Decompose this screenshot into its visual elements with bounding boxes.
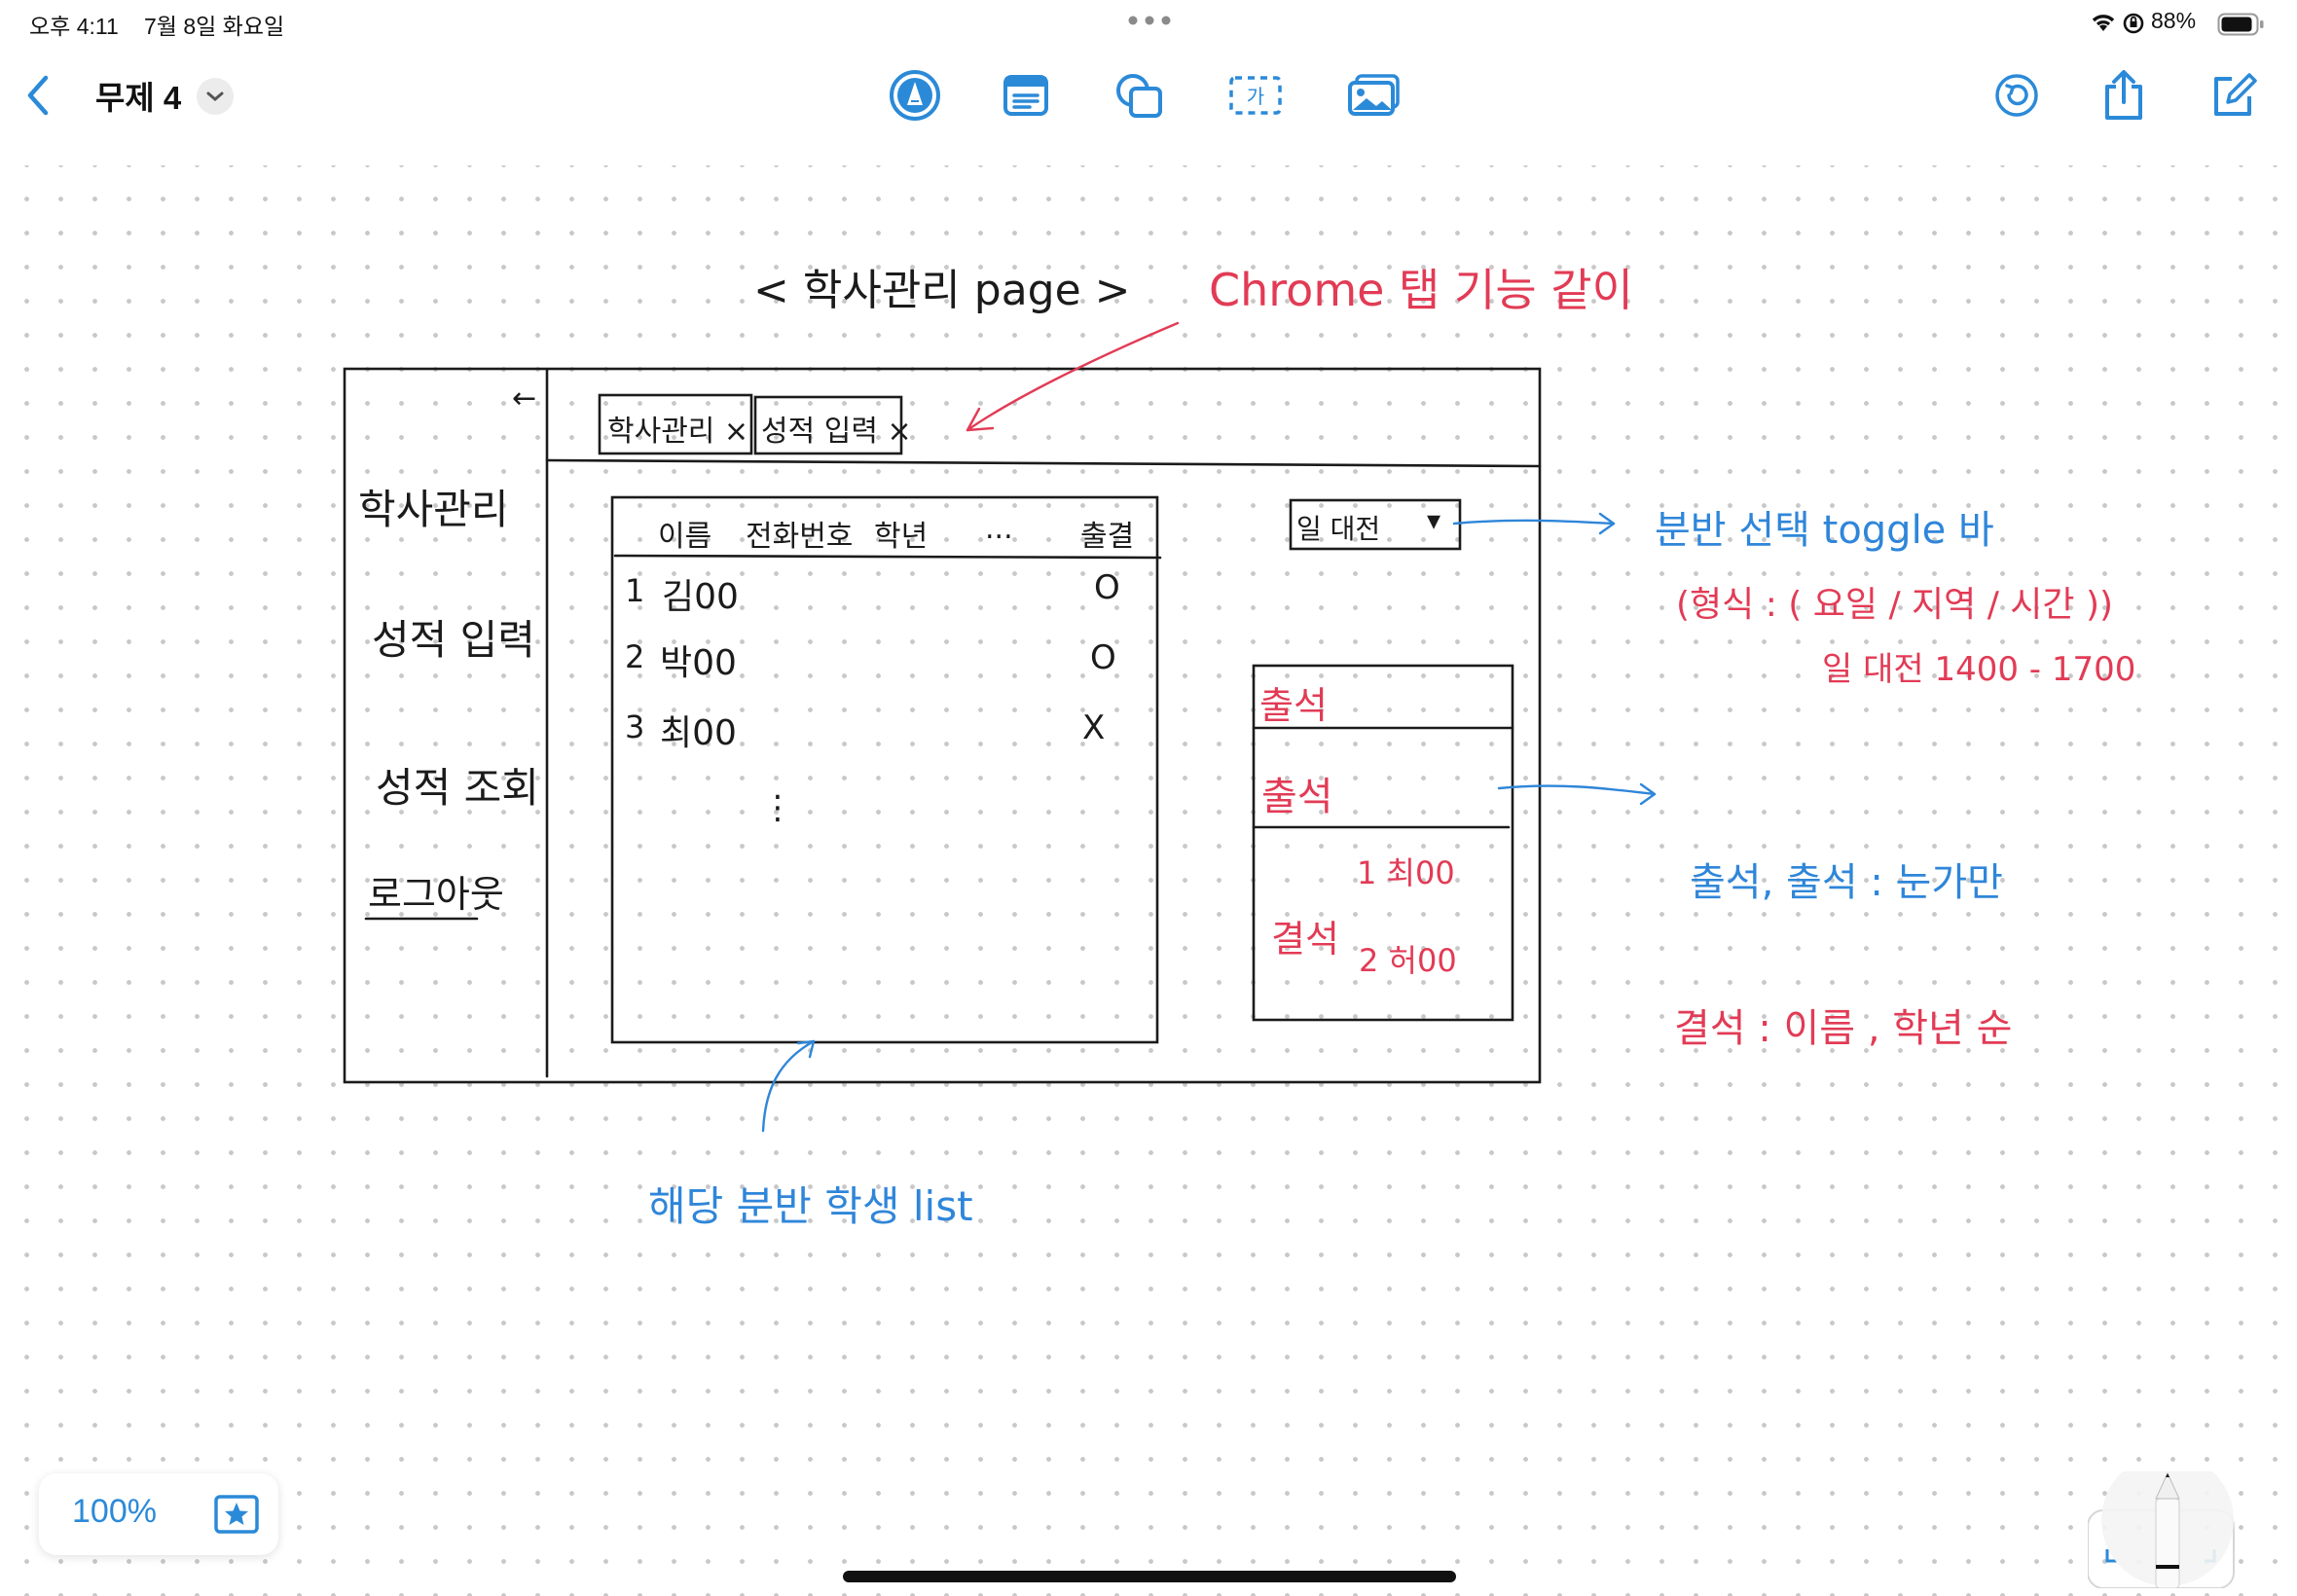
chrome-arrow — [966, 321, 1180, 432]
header-grade: 학년 — [874, 520, 929, 554]
tab-box-1 — [598, 393, 753, 455]
battery-icon — [2217, 13, 2266, 41]
row-1-no: 1 — [625, 572, 645, 609]
row-3-mark: X — [1082, 708, 1106, 747]
text-label-icon[interactable]: 가 — [1224, 64, 1287, 127]
collapse-arrow: ← — [512, 381, 537, 416]
wireframe-frame — [343, 367, 1542, 1084]
annotation-toggle-example: 일 대전 1400 - 1700 — [1822, 650, 2136, 689]
toggle-box — [1289, 498, 1462, 551]
sidebar-item-1: 학사관리 — [358, 486, 509, 533]
panel-absent-2: 2 허00 — [1359, 942, 1457, 979]
panel-absent-1: 1 최00 — [1357, 854, 1455, 891]
header-attendance: 출결 — [1080, 520, 1135, 554]
row-2-no: 2 — [625, 638, 645, 675]
favorites-star-icon[interactable] — [214, 1495, 259, 1534]
media-icon[interactable] — [1343, 64, 1405, 127]
shapes-icon[interactable] — [1108, 64, 1170, 127]
title-menu-chevron-icon[interactable] — [197, 78, 234, 115]
row-1-mark: O — [1094, 568, 1120, 607]
back-chevron-icon[interactable] — [8, 64, 70, 127]
home-indicator — [843, 1571, 1456, 1582]
annotation-students-list: 해당 분반 학생 list — [648, 1182, 973, 1230]
share-icon[interactable] — [2093, 64, 2155, 127]
row-2-mark: O — [1090, 638, 1116, 677]
row-1-name: 김00 — [662, 577, 739, 617]
toggle-label: 일 대전 — [1296, 513, 1381, 545]
battery-percent: 88% — [2151, 8, 2197, 33]
toggle-arrow — [1452, 519, 1616, 526]
row-3-name: 최00 — [660, 713, 737, 753]
table-ellipsis: ⋮ — [761, 788, 794, 827]
multitask-dots-icon[interactable] — [1127, 14, 1172, 32]
panel-absent: 결석 — [1271, 918, 1339, 961]
annotation-absent-note: 결석 : 이름 , 학년 순 — [1674, 1006, 2013, 1051]
compose-icon[interactable] — [2202, 64, 2264, 127]
annotation-toggle-format: (형식 : ( 요일 / 지역 / 시간 )) — [1676, 585, 2114, 625]
pencil-tool-icon[interactable] — [2087, 1454, 2282, 1589]
pen-tool-icon[interactable] — [884, 64, 946, 127]
annotation-chrome-tab: Chrome 탭 기능 같이 — [1209, 264, 1633, 316]
panel-arrow — [1497, 784, 1657, 796]
wifi-icon — [2089, 12, 2118, 38]
tab-1-label: 학사관리 × — [607, 415, 749, 449]
toggle-arrow-glyph: ▾ — [1427, 504, 1441, 536]
sidebar-item-3: 성적 조회 — [376, 764, 539, 812]
status-time: 오후 4:11 — [29, 14, 119, 39]
status-bar: 오후 4:11 7월 8일 화요일 88% — [0, 0, 2297, 49]
header-name: 이름 — [658, 520, 712, 554]
list-arrow — [761, 1039, 816, 1133]
student-table-frame — [610, 495, 1159, 1044]
annotation-present-note: 출석, 출석 : 눈가만 — [1690, 860, 2003, 905]
header-more: ... — [985, 512, 1013, 546]
tab-box-2 — [753, 395, 903, 455]
sidebar-item-2: 성적 입력 — [372, 616, 535, 664]
table-header-line — [613, 554, 1162, 560]
orientation-lock-icon — [2122, 12, 2145, 40]
zoom-level-button[interactable]: 100% — [72, 1493, 157, 1530]
header-phone: 전화번호 — [746, 520, 854, 554]
document-title[interactable]: 무제 4 — [95, 80, 182, 116]
sidebar-item-4: 로그아웃 — [368, 873, 504, 916]
tab-bar-divider — [545, 458, 1542, 468]
panel-late: 출석 — [1261, 775, 1333, 819]
undo-icon[interactable] — [1986, 64, 2048, 127]
annotation-toggle-bar: 분반 선택 toggle 바 — [1655, 508, 1994, 553]
svg-text:가: 가 — [1247, 85, 1264, 108]
status-date: 7월 8일 화요일 — [144, 14, 285, 39]
status-panel-frame — [1252, 664, 1514, 1022]
row-3-no: 3 — [625, 708, 645, 745]
text-box-icon[interactable] — [995, 64, 1057, 127]
tab-2-label: 성적 입력 × — [761, 415, 912, 449]
row-2-name: 박00 — [660, 643, 737, 683]
panel-present: 출석 — [1259, 684, 1328, 727]
sketch-page-title: < 학사관리 page > — [753, 266, 1131, 315]
